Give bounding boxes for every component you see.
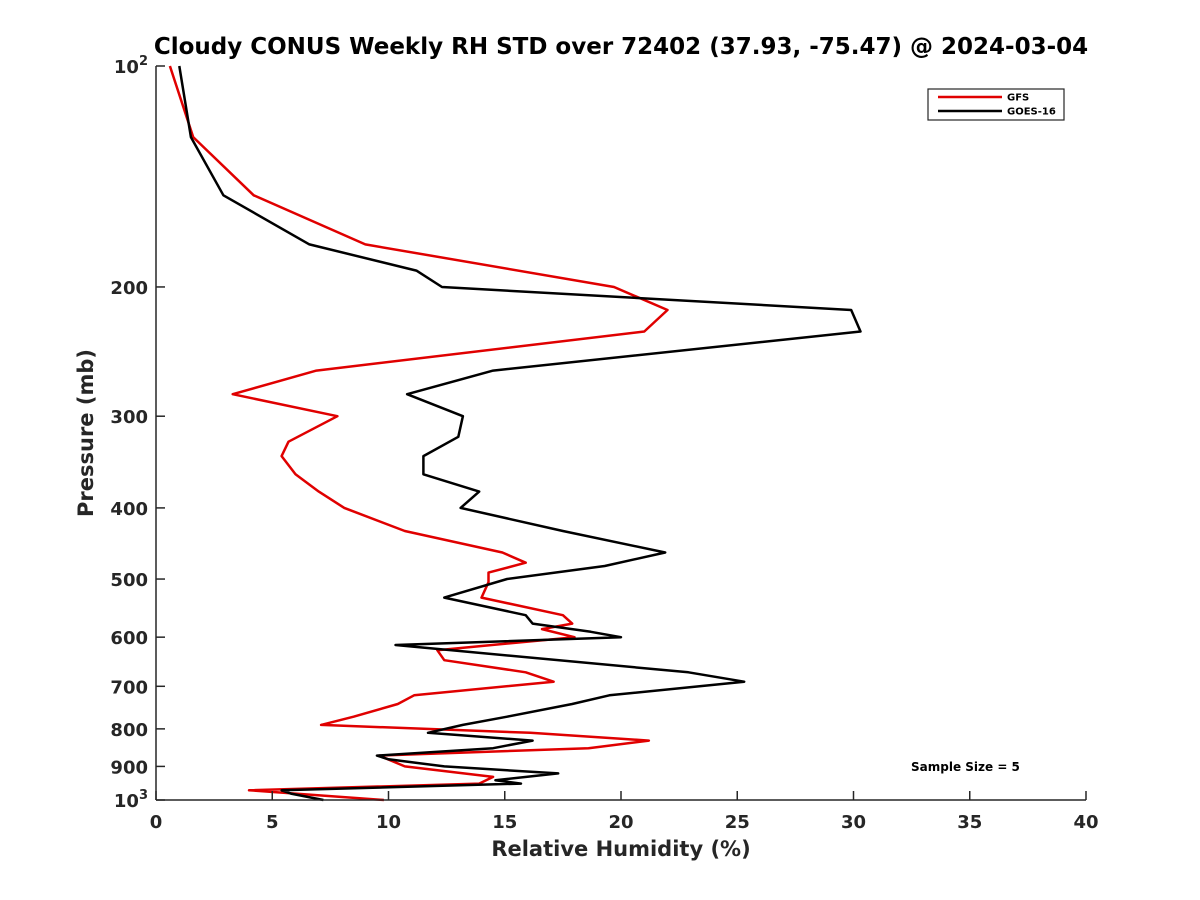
y-tick-label: 600 — [110, 628, 148, 649]
y-tick-label-exponent: 2 — [139, 54, 148, 69]
x-tick-label: 0 — [150, 812, 163, 833]
x-tick-label: 40 — [1073, 812, 1098, 833]
series-line-gfs — [168, 65, 669, 802]
x-tick-label: 15 — [492, 812, 517, 833]
y-tick-label-base: 10 — [114, 791, 139, 812]
x-tick-label: 35 — [957, 812, 982, 833]
y-tick-label: 500 — [110, 570, 148, 591]
y-tick-label: 200 — [110, 278, 148, 299]
x-tick-label: 20 — [608, 812, 633, 833]
y-tick-label: 300 — [110, 407, 148, 428]
series-line-goes16 — [178, 65, 862, 802]
y-tick-label: 900 — [110, 757, 148, 778]
x-ticks: 0 5 10 15 20 25 30 35 40 — [150, 791, 1099, 833]
y-tick-label-base: 10 — [114, 57, 139, 78]
y-tick-label: 103 — [114, 788, 148, 812]
x-tick-label: 10 — [376, 812, 401, 833]
series-layer — [168, 65, 862, 802]
y-tick-label: 800 — [110, 720, 148, 741]
legend-label-goes16: GOES-16 — [1007, 107, 1056, 118]
y-tick-label: 700 — [110, 677, 148, 698]
legend-label-gfs: GFS — [1007, 93, 1029, 104]
y-axis-label: Pressure (mb) — [74, 349, 98, 517]
legend-box — [927, 88, 1065, 121]
chart-title: Cloudy CONUS Weekly RH STD over 72402 (3… — [154, 34, 1088, 60]
x-axis-label: Relative Humidity (%) — [491, 837, 750, 861]
x-tick-label: 5 — [266, 812, 279, 833]
sample-size-annotation: Sample Size = 5 — [911, 760, 1020, 774]
y-tick-label: 400 — [110, 499, 148, 520]
legend: GFS GOES-16 — [927, 88, 1065, 121]
y-tick-label-exponent: 3 — [139, 788, 148, 803]
x-tick-label: 25 — [725, 812, 750, 833]
y-tick-label: 102 — [114, 54, 148, 78]
x-tick-label: 30 — [841, 812, 866, 833]
